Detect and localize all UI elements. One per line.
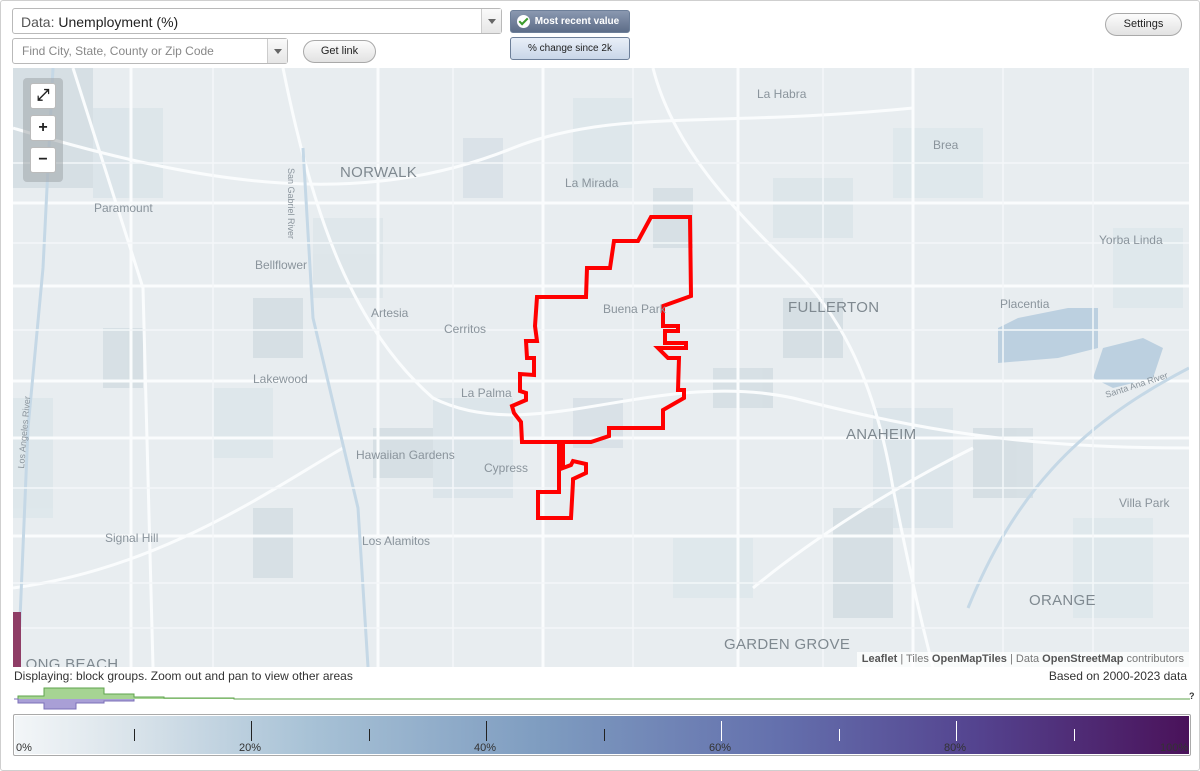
legend-tick	[839, 729, 840, 741]
place-label: La Habra	[757, 87, 807, 101]
place-label: Artesia	[371, 306, 409, 320]
legend-label: 60%	[709, 742, 732, 754]
chevron-down-icon[interactable]	[267, 39, 287, 63]
place-label: GARDEN GROVE	[724, 636, 851, 653]
city-boundary-outline	[509, 215, 694, 520]
zoom-in-button[interactable]: +	[30, 115, 56, 141]
place-label: Cerritos	[444, 322, 487, 336]
legend-tick	[486, 721, 487, 741]
place-label: Villa Park	[1119, 496, 1170, 510]
place-label: Lakewood	[253, 372, 308, 386]
place-label: Brea	[933, 138, 959, 152]
value-histogram	[14, 687, 1190, 710]
fullscreen-icon[interactable]: ⤢	[30, 83, 56, 109]
place-label: ANAHEIM	[846, 426, 917, 443]
legend-tick	[369, 729, 370, 741]
legend-tick	[134, 729, 135, 741]
legend-label: 40%	[474, 742, 497, 754]
settings-button[interactable]: Settings	[1105, 13, 1182, 36]
water-features	[998, 308, 1163, 388]
legend-gradient	[15, 716, 1189, 754]
zoom-controls: ⤢ + −	[23, 78, 63, 182]
color-scale-legend: 0% 20% 40% 60% 80% 100%	[13, 714, 1191, 756]
displaying-status: Displaying: block groups. Zoom out and p…	[14, 669, 353, 683]
leaflet-link[interactable]: Leaflet	[861, 653, 898, 665]
map-edge-highlight	[13, 612, 21, 667]
place-label: Bellflower	[255, 258, 308, 272]
place-label: Placentia	[1000, 297, 1050, 311]
legend-tick	[604, 729, 605, 741]
chevron-down-icon[interactable]	[481, 9, 501, 33]
histogram-bottom	[14, 698, 135, 710]
legend-label: 0%	[16, 742, 32, 754]
data-select-label: Data: Unemployment (%)	[21, 14, 179, 30]
map-view[interactable]: NORWALK La Habra Brea La Mirada Paramoun…	[13, 68, 1189, 667]
place-label: Los Alamitos	[362, 534, 431, 548]
place-label: La Palma	[461, 386, 512, 400]
location-search[interactable]	[12, 38, 288, 64]
river-label: San Gabriel River	[286, 168, 296, 240]
get-link-button[interactable]: Get link	[303, 40, 376, 63]
legend-tick	[251, 721, 252, 741]
search-input[interactable]	[13, 39, 267, 63]
map-tiles	[13, 68, 1189, 667]
place-label: FULLERTON	[788, 299, 880, 316]
map-attribution: Leaflet | Tiles OpenMapTiles | Data Open…	[856, 652, 1189, 667]
legend-tick	[721, 721, 722, 741]
place-label: LONG BEACH	[17, 656, 119, 667]
legend-tick	[956, 721, 957, 741]
place-label: La Mirada	[565, 176, 619, 190]
place-label: Cypress	[484, 461, 529, 475]
data-range-status: Based on 2000-2023 data	[1048, 669, 1187, 683]
openstreetmap-link[interactable]: OpenStreetMap	[1042, 653, 1124, 665]
data-variable-select[interactable]: Data: Unemployment (%)	[12, 8, 502, 34]
place-label: NORWALK	[340, 164, 418, 181]
most-recent-value-toggle[interactable]: Most recent value	[510, 10, 630, 33]
major-roads	[13, 68, 1189, 667]
histogram-top	[14, 687, 1190, 700]
place-label: Signal Hill	[105, 531, 159, 545]
check-icon	[517, 15, 530, 28]
legend-label: 80%	[944, 742, 967, 754]
percent-change-toggle[interactable]: % change since 2k	[510, 37, 630, 60]
place-label: Yorba Linda	[1099, 233, 1163, 247]
legend-tick	[1074, 729, 1075, 741]
openmaptiles-link[interactable]: OpenMapTiles	[931, 653, 1007, 665]
place-label: Paramount	[94, 201, 153, 215]
place-label: ORANGE	[1029, 592, 1096, 609]
legend-label: 20%	[239, 742, 262, 754]
place-label: Hawaiian Gardens	[356, 448, 455, 462]
place-label: Buena Park	[603, 302, 666, 316]
no-data-marker: ?	[1189, 691, 1195, 701]
minor-roads	[13, 68, 1189, 667]
legend-label: 100%	[1160, 742, 1189, 754]
zoom-out-button[interactable]: −	[30, 147, 56, 173]
